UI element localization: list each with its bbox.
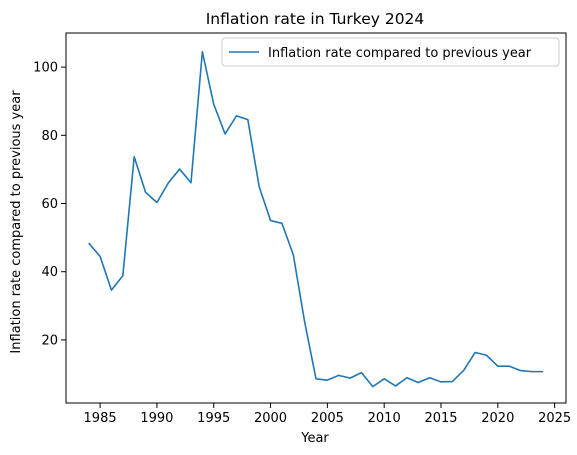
data-point <box>224 133 226 135</box>
data-point <box>202 51 204 53</box>
x-tick-label: 2000 <box>254 411 287 426</box>
y-tick-label: 60 <box>41 197 58 212</box>
data-point <box>213 103 215 105</box>
data-point <box>270 220 272 222</box>
data-point <box>452 381 454 383</box>
data-point <box>179 168 181 170</box>
data-point <box>542 371 544 373</box>
x-tick-label: 2015 <box>424 411 457 426</box>
data-point <box>281 222 283 224</box>
y-tick-label: 40 <box>41 265 58 280</box>
x-tick-label: 1985 <box>84 411 117 426</box>
data-point <box>395 385 397 387</box>
data-point <box>236 115 238 117</box>
data-point <box>508 365 510 367</box>
data-point <box>247 119 249 121</box>
data-point <box>486 354 488 356</box>
data-point <box>88 242 90 244</box>
data-point <box>474 352 476 354</box>
data-point <box>133 156 135 158</box>
data-point <box>361 372 363 374</box>
data-point <box>99 256 101 258</box>
data-point <box>531 371 533 373</box>
x-axis: 1985 1990 1995 2000 2005 2010 2015 2020 2025 <box>84 403 571 426</box>
data-point <box>406 377 408 379</box>
data-point <box>429 377 431 379</box>
y-axis-label: Inflation rate compared to previous year <box>9 90 24 354</box>
data-point <box>122 275 124 277</box>
chart-title: Inflation rate in Turkey 2024 <box>206 10 425 28</box>
data-point <box>315 378 317 380</box>
y-tick-label: 20 <box>41 333 58 348</box>
data-point <box>327 379 329 381</box>
data-point <box>520 370 522 372</box>
data-point <box>156 202 158 204</box>
data-point <box>145 191 147 193</box>
y-axis: 20 40 60 80 100 <box>33 61 66 348</box>
data-point <box>372 386 374 388</box>
data-point <box>497 365 499 367</box>
x-tick-label: 2005 <box>311 411 344 426</box>
legend-box <box>221 37 560 67</box>
plot-frame <box>65 32 567 404</box>
data-point <box>292 254 294 256</box>
series-line <box>88 50 544 388</box>
data-point <box>258 186 260 188</box>
x-tick-label: 1995 <box>197 411 230 426</box>
x-tick-label: 1990 <box>140 411 173 426</box>
data-point <box>463 369 465 371</box>
data-point <box>190 182 192 184</box>
x-tick-label: 2025 <box>538 411 571 426</box>
data-point <box>349 377 351 379</box>
legend-label: Inflation rate compared to previous year <box>268 46 532 61</box>
y-tick-label: 100 <box>33 61 58 76</box>
plot-area <box>65 32 567 404</box>
data-point <box>338 375 340 377</box>
data-point <box>304 321 306 323</box>
data-point <box>111 289 113 291</box>
x-tick-label: 2020 <box>481 411 514 426</box>
x-tick-label: 2010 <box>368 411 401 426</box>
x-axis-label: Year <box>300 431 329 446</box>
data-point <box>417 382 419 384</box>
data-point <box>167 182 169 184</box>
y-tick-label: 80 <box>41 129 58 144</box>
data-point <box>383 378 385 380</box>
data-point <box>440 381 442 383</box>
legend: Inflation rate compared to previous year <box>221 37 560 67</box>
